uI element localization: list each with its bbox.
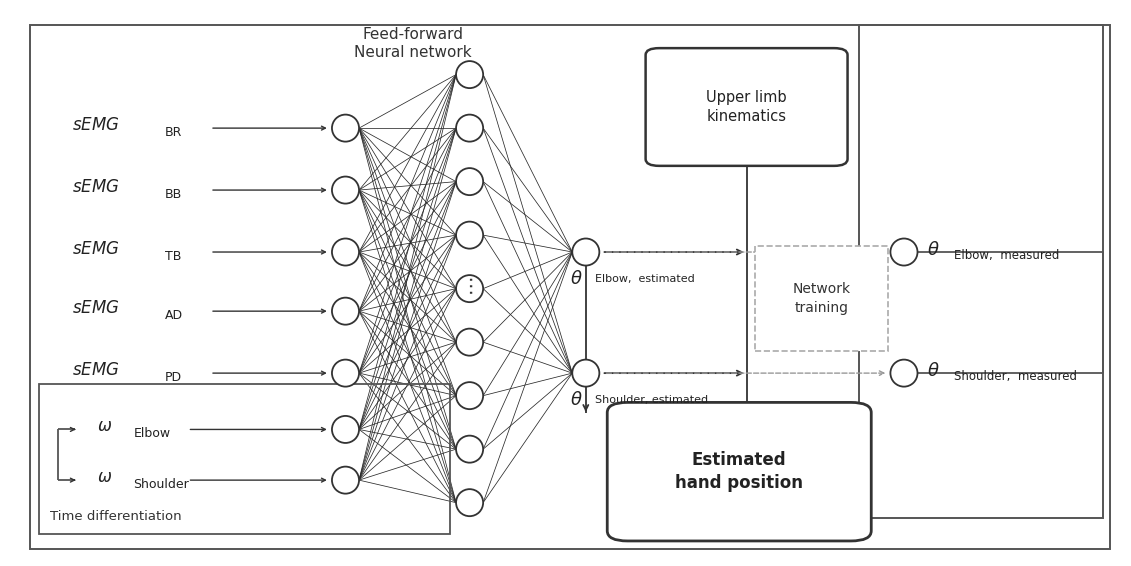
FancyBboxPatch shape (646, 48, 847, 166)
Text: Elbow,  measured: Elbow, measured (953, 249, 1059, 262)
Text: Estimated
hand position: Estimated hand position (675, 451, 803, 492)
FancyBboxPatch shape (607, 402, 871, 541)
Text: $\mathit{sEMG}$: $\mathit{sEMG}$ (72, 178, 120, 196)
Text: $\theta$: $\theta$ (926, 241, 939, 259)
FancyBboxPatch shape (756, 246, 888, 350)
Ellipse shape (456, 329, 483, 355)
Ellipse shape (456, 61, 483, 88)
Text: $\mathit{sEMG}$: $\mathit{sEMG}$ (72, 299, 120, 317)
Ellipse shape (890, 238, 917, 265)
Text: ⋯: ⋯ (460, 273, 480, 293)
Ellipse shape (333, 416, 359, 443)
Ellipse shape (456, 222, 483, 248)
Ellipse shape (890, 359, 917, 387)
Text: BB: BB (165, 188, 182, 201)
Text: Elbow,  estimated: Elbow, estimated (595, 274, 694, 284)
Ellipse shape (456, 436, 483, 462)
Ellipse shape (333, 238, 359, 265)
Ellipse shape (456, 489, 483, 516)
Text: Shoulder: Shoulder (133, 478, 189, 491)
Text: $\theta$: $\theta$ (570, 391, 582, 409)
Text: $\omega$: $\omega$ (97, 468, 112, 486)
Text: $\omega$: $\omega$ (97, 417, 112, 435)
Ellipse shape (333, 177, 359, 204)
Text: Time differentiation: Time differentiation (50, 511, 182, 524)
Text: Feed-forward
Neural network: Feed-forward Neural network (354, 27, 472, 61)
Ellipse shape (333, 298, 359, 325)
Text: $\mathit{sEMG}$: $\mathit{sEMG}$ (72, 115, 120, 134)
Text: Network
training: Network training (793, 282, 851, 315)
Text: Shoulder, estimated: Shoulder, estimated (595, 395, 708, 405)
Ellipse shape (572, 238, 599, 265)
Text: Upper limb
kinematics: Upper limb kinematics (706, 89, 787, 125)
Text: $\mathit{sEMG}$: $\mathit{sEMG}$ (72, 361, 120, 379)
Ellipse shape (333, 114, 359, 142)
Ellipse shape (333, 466, 359, 494)
Text: $\theta$: $\theta$ (926, 362, 939, 380)
Ellipse shape (456, 114, 483, 142)
Ellipse shape (456, 168, 483, 195)
Ellipse shape (333, 359, 359, 387)
Ellipse shape (456, 275, 483, 302)
Text: BR: BR (165, 126, 182, 139)
Text: Elbow: Elbow (133, 427, 171, 440)
Text: AD: AD (165, 309, 183, 322)
Text: Shoulder,  measured: Shoulder, measured (953, 370, 1077, 383)
Text: $\mathit{sEMG}$: $\mathit{sEMG}$ (72, 239, 120, 258)
Text: TB: TB (165, 250, 181, 263)
Text: PD: PD (165, 371, 182, 384)
Ellipse shape (572, 359, 599, 387)
Ellipse shape (456, 382, 483, 409)
Text: $\theta$: $\theta$ (570, 270, 582, 288)
